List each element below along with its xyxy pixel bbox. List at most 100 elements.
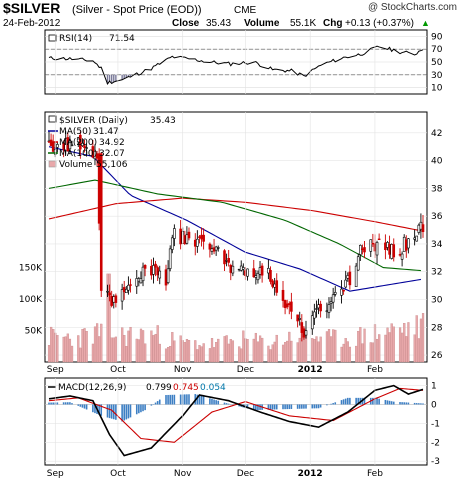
price-candle-body (143, 265, 147, 269)
macd-histogram-bar (150, 404, 153, 406)
price-candle-body (290, 301, 293, 312)
volume-bar (215, 342, 218, 363)
volume-bar (311, 338, 314, 363)
macd-histogram-bar (388, 400, 391, 405)
macd-histogram-bar (332, 403, 334, 405)
macd-histogram-bar (386, 400, 389, 405)
macd-histogram-bar (48, 402, 50, 405)
price-candle-body (267, 268, 270, 274)
macd-histogram-bar (422, 403, 424, 405)
price-candle-body (210, 248, 214, 252)
exchange-label: CME (234, 5, 257, 16)
volume-bar (200, 346, 203, 363)
price-candle-body (413, 237, 416, 240)
price-candle-body (225, 260, 228, 262)
price-candle-body (99, 153, 103, 291)
up-arrow-icon: ▲ (421, 18, 430, 28)
volume-bar (187, 340, 191, 363)
volume-bar (332, 329, 335, 363)
volume-bar (64, 336, 67, 363)
volume-bar (56, 335, 59, 363)
price-candle-body (310, 315, 314, 330)
volume-bar (273, 341, 276, 363)
price-panel: 42 40 38 36 34 32 30 28 26 150K 100K 50K $SILVER (D… (19, 111, 443, 363)
price-candle-body (327, 304, 331, 313)
macd-histogram-bar (420, 403, 422, 405)
macd-panel: MACD(12,26,9) 0.799 0.745 0.054 1 0 -1 -2 -3 (44, 377, 440, 467)
macd-histogram-bar (392, 401, 395, 405)
macd-histogram-bar (184, 394, 186, 405)
price-candle-body (254, 275, 258, 278)
volume-bar (267, 345, 270, 363)
volume-bar (375, 338, 379, 363)
ma100-line (48, 179, 421, 272)
volume-label: Volume (244, 18, 280, 29)
price-candle-body (129, 284, 132, 286)
volume-bar (77, 335, 80, 363)
macd-histogram-bar (305, 404, 307, 409)
volume-bar (325, 331, 329, 363)
volume-bar (313, 339, 316, 363)
price-candle-body (179, 228, 182, 245)
price-candle-body (246, 268, 249, 277)
volume-bar (413, 334, 416, 363)
price-candle-body (79, 134, 82, 150)
macd-histogram-bar (64, 402, 67, 405)
volume-bar (225, 335, 228, 363)
price-candle-body (183, 235, 187, 244)
price-candle-body (415, 235, 419, 242)
macd-histogram-bar (196, 394, 199, 405)
volume-bar (281, 344, 285, 363)
macd-histogram-bar (246, 404, 249, 409)
macd-tick-label: 1 (431, 382, 437, 392)
price-candle-body (388, 244, 391, 255)
macd-histogram-bar (319, 404, 322, 408)
volume-bar (152, 335, 155, 363)
price-candle-body (122, 287, 126, 293)
macd-histogram-bar (296, 404, 299, 409)
volume-bar (388, 332, 391, 363)
macd-histogram-bar (85, 404, 88, 410)
price-candle-body (135, 278, 139, 287)
close-label: Close (172, 18, 200, 29)
volume-bar (304, 334, 308, 363)
macd-histogram-bar (407, 402, 410, 405)
volume-bar (405, 336, 408, 363)
macd-histogram-bar (399, 402, 401, 405)
volume-bar (417, 338, 420, 363)
macd-histogram-bar (269, 404, 272, 410)
price-candle-body (271, 280, 274, 287)
volume-bar (390, 323, 393, 363)
price-candle-body (258, 267, 262, 275)
volume-bar (415, 315, 418, 363)
rsi-legend-name: RSI(14) (59, 34, 92, 44)
macd-histogram-bar (259, 404, 261, 410)
volume-tick-label: 150K (19, 264, 43, 274)
price-candle-body (369, 239, 373, 252)
volume-bar (135, 338, 138, 363)
volume-bar (363, 328, 366, 363)
volume-bar (108, 273, 111, 363)
price-candle-body (269, 269, 272, 282)
price-candle-body (216, 247, 220, 249)
volume-bar (348, 346, 352, 363)
volume-bar (340, 346, 343, 363)
macd-histogram-bar (257, 404, 259, 411)
volume-bar (98, 336, 101, 363)
macd-histogram-bar (171, 394, 174, 405)
volume-bar (271, 344, 274, 363)
volume-bar (85, 331, 88, 363)
volume-bar (208, 348, 212, 363)
stockcharts-watermark[interactable]: @ StockCharts.com (368, 2, 457, 13)
volume-bar (317, 341, 320, 363)
price-candle-body (152, 265, 155, 275)
price-candle-body (242, 267, 245, 270)
ma100-legend-value: 32.07 (99, 149, 125, 159)
price-x-tick-label: 2012 (298, 365, 323, 375)
macd-tick-label: -3 (431, 457, 440, 467)
macd-histogram-bar (125, 404, 128, 420)
volume-bar (179, 335, 182, 363)
macd-histogram-bar (67, 402, 69, 405)
